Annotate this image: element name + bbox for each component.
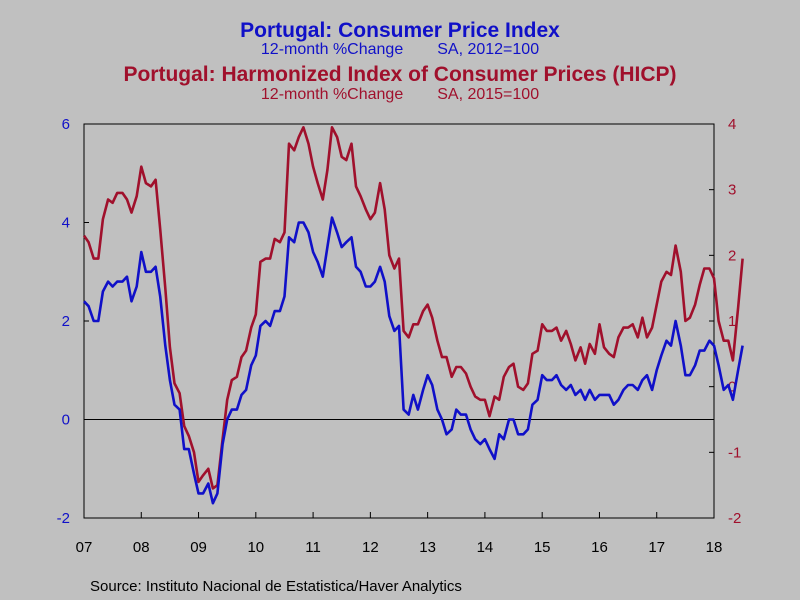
left-axis: -2 0 2 4 6 (57, 116, 89, 527)
right-tick-label: 1 (728, 313, 736, 330)
right-tick-label: 0 (728, 379, 736, 396)
x-tick-label: 14 (477, 539, 494, 556)
right-tick-label: 3 (728, 182, 736, 199)
x-tick-label: 17 (648, 539, 665, 556)
hicp-subtitle: 12-month %Change SA, 2015=100 (0, 86, 800, 104)
x-tick-label: 11 (305, 539, 321, 556)
cpi-title: Portugal: Consumer Price Index (240, 19, 560, 42)
x-axis: 07 08 09 10 11 12 13 14 15 16 17 18 (76, 512, 723, 556)
right-tick-label: -1 (728, 444, 741, 461)
cpi-subtitle-measure: 12-month %Change (260, 41, 404, 58)
x-tick-label: 15 (534, 539, 551, 556)
hicp-series-line (82, 126, 744, 490)
series-lines (82, 126, 744, 505)
hicp-subtitle-measure: 12-month %Change (260, 86, 404, 103)
x-tick-label: 13 (419, 539, 436, 556)
right-tick-label: -2 (728, 510, 741, 527)
x-tick-label: 10 (247, 539, 264, 556)
hicp-title: Portugal: Harmonized Index of Consumer P… (123, 63, 677, 86)
cpi-series-line (83, 216, 744, 505)
source-note: Source: Instituto Nacional de Estatistic… (90, 578, 462, 595)
x-tick-label: 16 (591, 539, 608, 556)
hicp-subtitle-base: SA, 2015=100 (437, 86, 540, 103)
x-tick-label: 09 (190, 539, 207, 556)
x-tick-label: 07 (76, 539, 93, 556)
left-tick-label: 2 (62, 313, 70, 330)
left-tick-label: 6 (62, 116, 70, 133)
right-axis: -2 -1 0 1 2 3 4 (709, 116, 741, 527)
x-tick-label: 12 (362, 539, 379, 556)
cpi-subtitle-base: SA, 2012=100 (437, 41, 540, 58)
x-tick-label: 08 (133, 539, 150, 556)
x-tick-label: 18 (706, 539, 723, 556)
plot-frame (83, 123, 715, 519)
right-tick-label: 4 (728, 116, 736, 133)
left-tick-label: 0 (62, 412, 70, 429)
left-tick-label: 4 (62, 215, 70, 232)
cpi-subtitle: 12-month %Change SA, 2012=100 (0, 41, 800, 59)
right-tick-label: 2 (728, 247, 736, 264)
left-tick-label: -2 (57, 510, 70, 527)
